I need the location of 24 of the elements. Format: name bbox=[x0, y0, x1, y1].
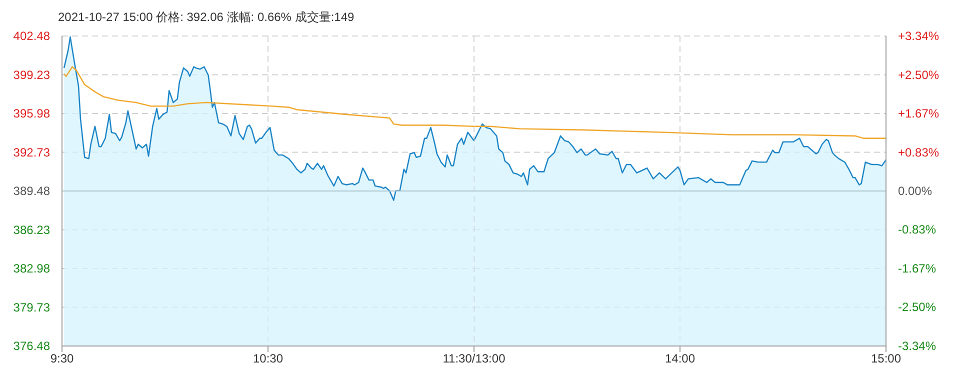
y-tick-label: 402.48 bbox=[13, 29, 50, 43]
y-tick-label: 379.73 bbox=[13, 300, 50, 314]
text: +0.83% bbox=[898, 145, 940, 160]
y-tick-label: 395.98 bbox=[13, 106, 50, 120]
text: +2.50% bbox=[898, 68, 940, 82]
x-tick-label: 9:30 bbox=[50, 352, 74, 366]
text: -2.50% bbox=[898, 300, 936, 314]
x-tick-label: 11:30/13:00 bbox=[442, 352, 506, 366]
text: -0.83% bbox=[898, 222, 936, 237]
text: 0.00% bbox=[898, 184, 932, 198]
y-tick-label: 382.98 bbox=[13, 262, 50, 276]
y-tick-label: 389.48 bbox=[13, 184, 50, 198]
text: -3.34% bbox=[898, 339, 936, 353]
chart-title: 2021-10-27 15:00 价格: 392.06 涨幅: 0.66% 成交量:149 bbox=[57, 9, 356, 26]
text: -1.67% bbox=[898, 262, 936, 276]
x-tick-label: 15:00 bbox=[870, 352, 902, 366]
y-tick-label: 399.23 bbox=[13, 68, 50, 82]
y-tick-label: 386.23 bbox=[13, 222, 50, 237]
text: +1.67% bbox=[898, 106, 940, 120]
text: +3.34% bbox=[898, 29, 940, 43]
x-tick-label: 14:00 bbox=[664, 352, 696, 366]
y-tick-label: 392.73 bbox=[13, 145, 50, 160]
y-tick-label: 376.48 bbox=[13, 339, 50, 353]
x-tick-label: 10:30 bbox=[252, 352, 284, 366]
